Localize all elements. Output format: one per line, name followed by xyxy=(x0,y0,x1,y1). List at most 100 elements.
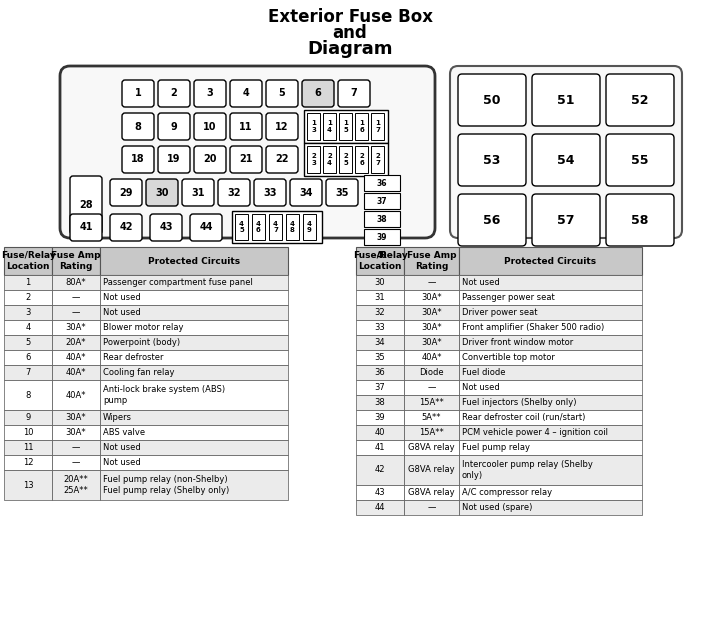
Bar xyxy=(459,380,642,395)
Bar xyxy=(356,440,404,455)
Bar xyxy=(356,247,404,275)
Text: 8: 8 xyxy=(25,391,31,399)
Bar xyxy=(339,113,352,140)
Text: —: — xyxy=(72,293,80,302)
Bar xyxy=(323,146,336,173)
Text: 2
4: 2 4 xyxy=(327,153,332,166)
Bar xyxy=(404,247,459,275)
Bar xyxy=(356,350,404,365)
Bar xyxy=(404,320,459,335)
Bar xyxy=(52,410,100,425)
Text: 3: 3 xyxy=(207,88,213,98)
Text: 53: 53 xyxy=(483,154,501,166)
Text: 31: 31 xyxy=(191,188,205,197)
FancyBboxPatch shape xyxy=(606,74,674,126)
Text: Not used (spare): Not used (spare) xyxy=(462,503,532,512)
Text: Fuel diode: Fuel diode xyxy=(462,368,505,377)
Text: 20A*: 20A* xyxy=(66,338,86,347)
Text: Protected Circuits: Protected Circuits xyxy=(148,256,240,265)
Bar xyxy=(356,485,404,500)
Text: 36: 36 xyxy=(376,178,387,188)
Bar xyxy=(356,455,404,485)
Bar xyxy=(459,500,642,515)
Text: 40A*: 40A* xyxy=(421,353,442,362)
Text: 4
7: 4 7 xyxy=(273,220,278,234)
FancyBboxPatch shape xyxy=(218,179,250,206)
Bar xyxy=(459,290,642,305)
FancyBboxPatch shape xyxy=(606,194,674,246)
FancyBboxPatch shape xyxy=(254,179,286,206)
Text: 2: 2 xyxy=(25,293,31,302)
FancyBboxPatch shape xyxy=(458,74,526,126)
Text: 35: 35 xyxy=(375,353,386,362)
Text: 5A**: 5A** xyxy=(422,413,441,422)
Bar xyxy=(356,335,404,350)
Text: and: and xyxy=(333,24,367,42)
FancyBboxPatch shape xyxy=(70,214,102,241)
Bar xyxy=(459,455,642,485)
Bar xyxy=(52,455,100,470)
Text: G8VA relay: G8VA relay xyxy=(408,488,455,497)
FancyBboxPatch shape xyxy=(182,179,214,206)
Text: 10: 10 xyxy=(22,428,33,437)
Bar xyxy=(307,113,320,140)
Text: Cooling fan relay: Cooling fan relay xyxy=(103,368,175,377)
Bar xyxy=(459,247,642,275)
Text: G8VA relay: G8VA relay xyxy=(408,466,455,474)
Text: Diagram: Diagram xyxy=(307,40,393,58)
Text: G8VA relay: G8VA relay xyxy=(408,443,455,452)
Text: 19: 19 xyxy=(168,154,181,164)
Text: Convertible top motor: Convertible top motor xyxy=(462,353,555,362)
Text: Not used: Not used xyxy=(103,443,141,452)
Text: 2
5: 2 5 xyxy=(343,153,348,166)
Text: 37: 37 xyxy=(376,197,388,205)
FancyBboxPatch shape xyxy=(110,179,142,206)
Text: Passenger power seat: Passenger power seat xyxy=(462,293,554,302)
Bar xyxy=(356,395,404,410)
FancyBboxPatch shape xyxy=(266,146,298,173)
Text: —: — xyxy=(72,308,80,317)
Bar xyxy=(364,229,400,245)
Bar xyxy=(459,485,642,500)
Text: 43: 43 xyxy=(159,222,172,232)
Text: 40A*: 40A* xyxy=(66,353,86,362)
Bar xyxy=(303,214,316,240)
Text: 20A**
25A**: 20A** 25A** xyxy=(64,475,88,495)
FancyBboxPatch shape xyxy=(146,179,178,206)
FancyBboxPatch shape xyxy=(266,113,298,140)
Bar xyxy=(356,320,404,335)
FancyBboxPatch shape xyxy=(532,194,600,246)
Text: Protected Circuits: Protected Circuits xyxy=(505,256,597,265)
Bar xyxy=(52,335,100,350)
Bar xyxy=(4,425,52,440)
FancyBboxPatch shape xyxy=(458,134,526,186)
Text: 30A*: 30A* xyxy=(421,293,442,302)
Text: Fuel pump relay (non-Shelby)
Fuel pump relay (Shelby only): Fuel pump relay (non-Shelby) Fuel pump r… xyxy=(103,475,229,495)
Bar xyxy=(404,410,459,425)
Text: 21: 21 xyxy=(239,154,253,164)
Bar xyxy=(459,275,642,290)
Text: 30: 30 xyxy=(375,278,386,287)
Text: 30: 30 xyxy=(155,188,169,197)
Bar xyxy=(356,380,404,395)
Text: PCM vehicle power 4 – ignition coil: PCM vehicle power 4 – ignition coil xyxy=(462,428,608,437)
Bar xyxy=(356,410,404,425)
Bar xyxy=(323,113,336,140)
Text: 29: 29 xyxy=(119,188,132,197)
Bar xyxy=(100,410,288,425)
Bar xyxy=(459,440,642,455)
Bar xyxy=(4,320,52,335)
FancyBboxPatch shape xyxy=(532,74,600,126)
Text: Rear defroster: Rear defroster xyxy=(103,353,163,362)
Text: 34: 34 xyxy=(375,338,386,347)
Bar xyxy=(371,146,384,173)
Bar xyxy=(459,350,642,365)
Bar xyxy=(4,305,52,320)
FancyBboxPatch shape xyxy=(606,134,674,186)
Bar xyxy=(252,214,265,240)
FancyBboxPatch shape xyxy=(532,134,600,186)
Text: 40: 40 xyxy=(375,428,386,437)
Text: Diode: Diode xyxy=(419,368,444,377)
Text: 41: 41 xyxy=(375,443,386,452)
Text: —: — xyxy=(428,503,436,512)
